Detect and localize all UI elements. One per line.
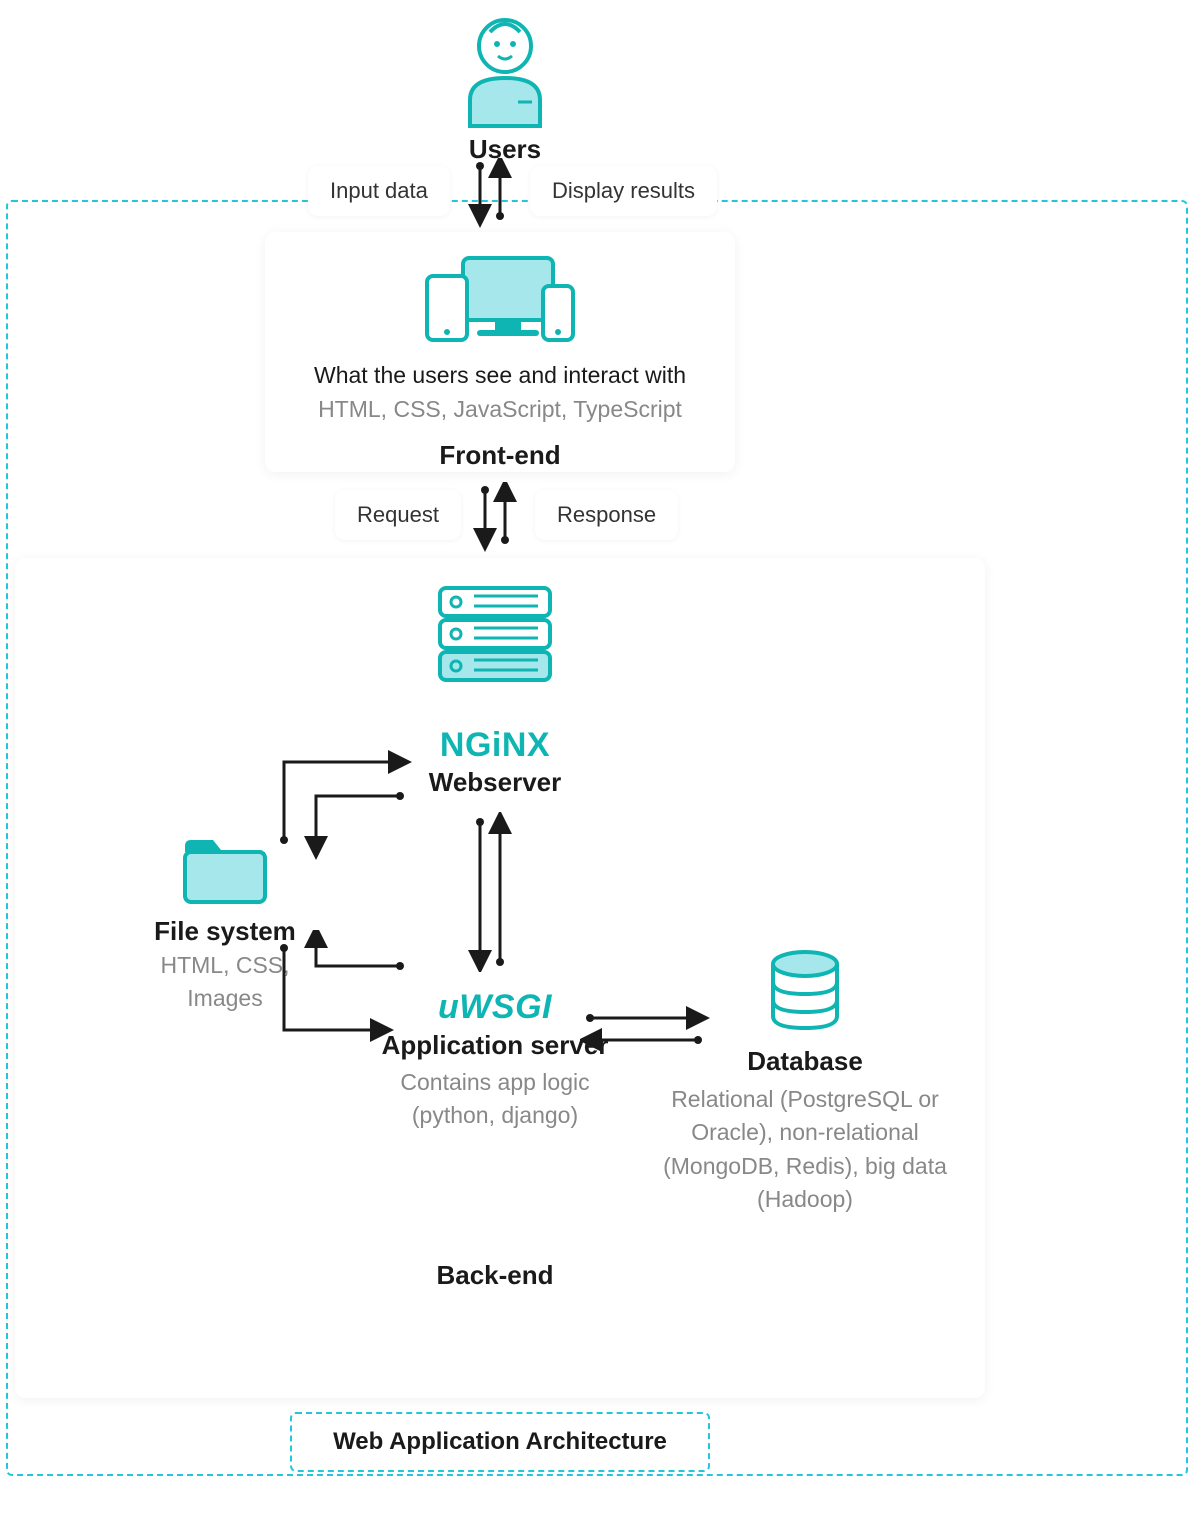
diagram-title-container: Web Application Architecture (290, 1412, 710, 1472)
database-tech: Relational (PostgreSQL or Oracle), non-r… (640, 1083, 970, 1216)
frontend-tech: HTML, CSS, JavaScript, TypeScript (293, 393, 707, 426)
frontend-label: Front-end (293, 440, 707, 471)
webserver-block: NGiNX Webserver (395, 726, 595, 798)
server-icon (430, 580, 560, 690)
nginx-logo: NGiNX (395, 726, 595, 765)
frontend-desc: What the users see and interact with (293, 362, 707, 389)
diagram-title: Web Application Architecture (333, 1428, 667, 1456)
input-data-label: Input data (308, 166, 450, 216)
database-block: Database Relational (PostgreSQL or Oracl… (640, 948, 970, 1216)
webserver-label: Webserver (395, 767, 595, 798)
database-icon (760, 948, 850, 1038)
backend-label: Back-end (420, 1260, 570, 1291)
arrows-frontend-backend (465, 482, 525, 552)
arrows-users-frontend (460, 158, 520, 228)
frontend-card: What the users see and interact with HTM… (265, 232, 735, 472)
appserver-tech: Contains app logic (python, django) (370, 1066, 620, 1133)
display-results-label: Display results (530, 166, 717, 216)
arrows-webserver-appserver (460, 812, 520, 972)
request-label: Request (335, 490, 461, 540)
arrows-appserver-database (580, 1000, 710, 1060)
user-icon (440, 8, 570, 128)
users-block: Users (440, 8, 570, 165)
arrows-filesystem-appserver (272, 930, 422, 1060)
devices-icon (415, 252, 585, 352)
arrows-filesystem-webserver (272, 740, 422, 860)
folder-icon (175, 830, 275, 910)
response-label: Response (535, 490, 678, 540)
